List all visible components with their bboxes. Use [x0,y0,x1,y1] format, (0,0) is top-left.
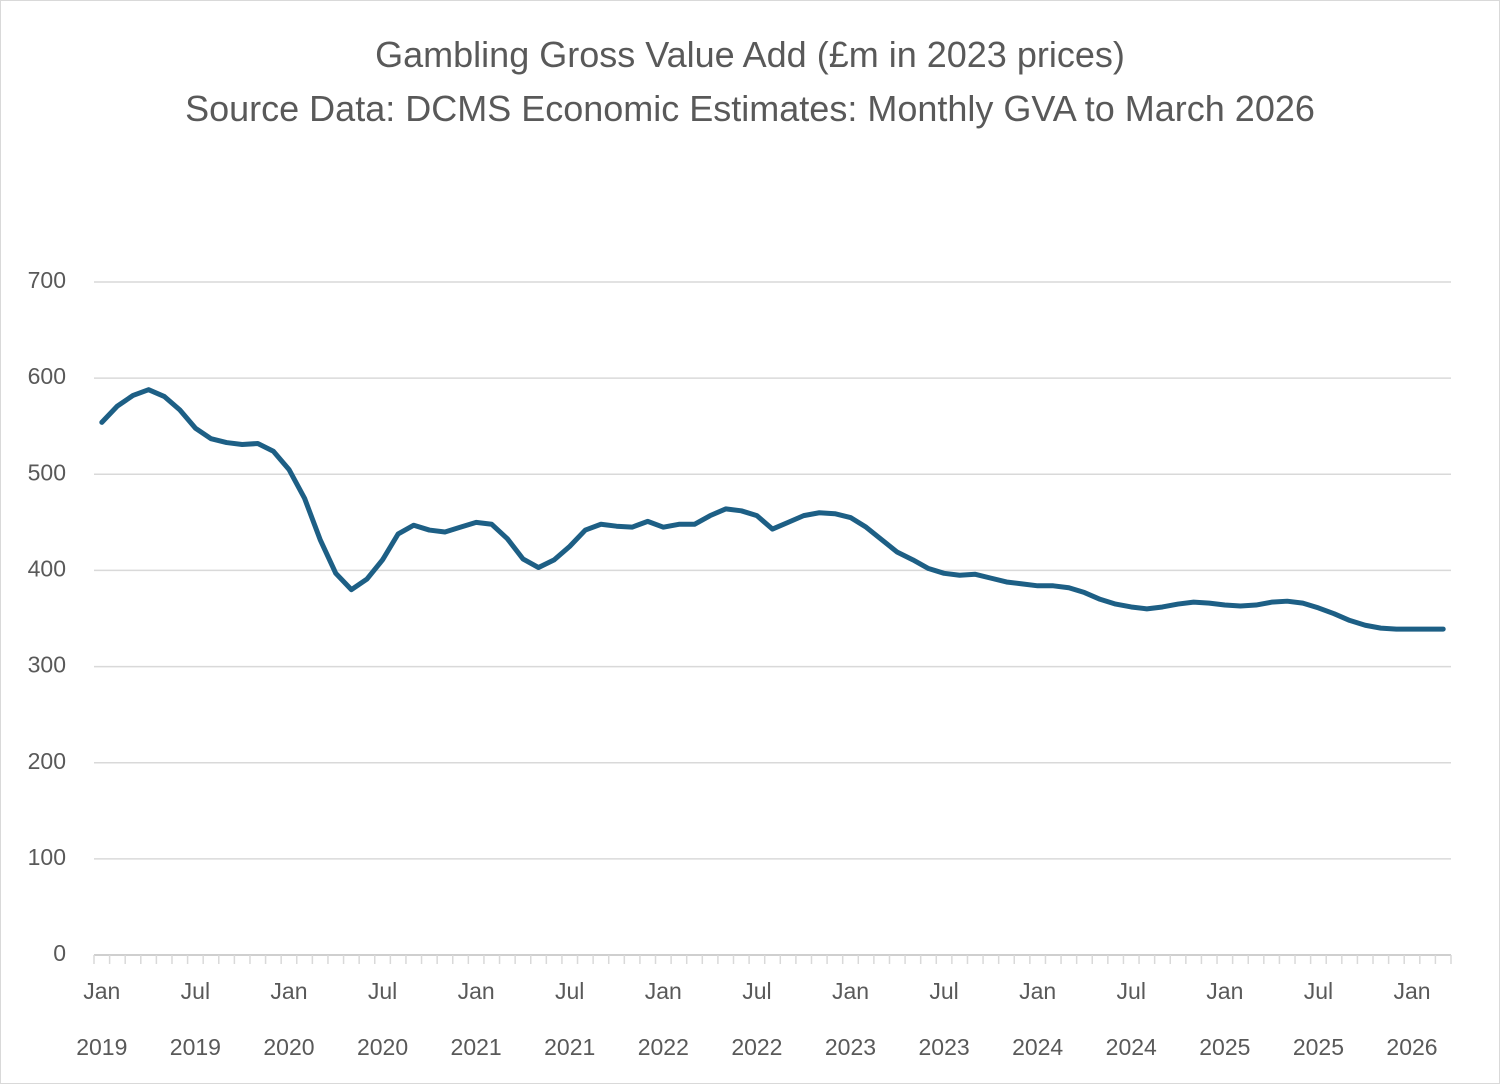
x-tick-label: Jul 2024 [1106,978,1157,1060]
y-tick-label: 400 [28,556,66,582]
x-tick-label: Jul 2021 [544,978,595,1060]
x-tick-label: Jul 2025 [1293,978,1344,1060]
x-tick-label: Jul 2023 [918,978,969,1060]
x-tick-label: Jul 2022 [731,978,782,1060]
y-tick-label: 600 [28,363,66,389]
data-line [99,387,1446,632]
y-tick-label: 100 [28,844,66,870]
x-tick-label: Jan 2024 [1012,978,1063,1060]
x-tick-label: Jan 2021 [451,978,502,1060]
chart-title: Gambling Gross Value Add (£m in 2023 pri… [375,34,1125,75]
x-tick-label: Jul 2019 [170,978,221,1060]
x-tick-label: Jan 2020 [263,978,314,1060]
chart-subtitle: Source Data: DCMS Economic Estimates: Mo… [185,88,1315,129]
y-tick-label: 300 [28,652,66,678]
x-tick-label: Jan 2025 [1199,978,1250,1060]
x-tick-label: Jan 2026 [1386,978,1437,1060]
y-tick-label: 0 [53,940,66,966]
y-tick-label: 200 [28,748,66,774]
y-tick-label: 700 [28,267,66,293]
x-tick-label: Jan 2022 [638,978,689,1060]
y-tick-label: 500 [28,459,66,485]
x-tick-label: Jul 2020 [357,978,408,1060]
x-tick-label: Jan 2023 [825,978,876,1060]
x-tick-label: Jan 2019 [76,978,127,1060]
title-block: Gambling Gross Value Add (£m in 2023 pri… [0,28,1500,136]
